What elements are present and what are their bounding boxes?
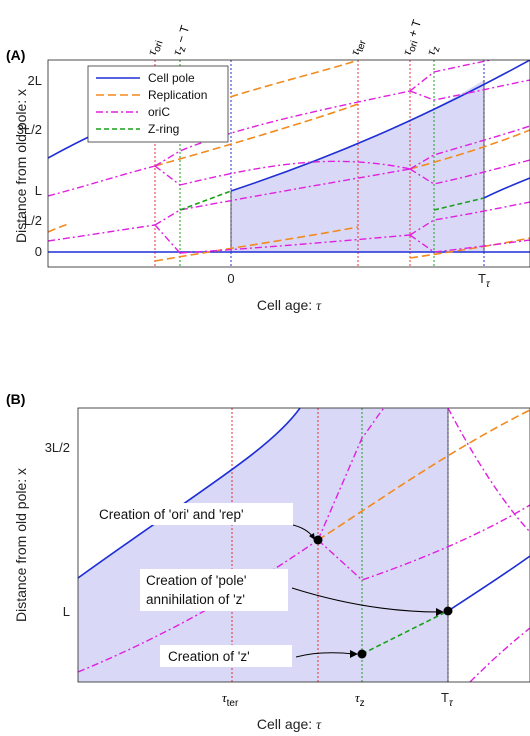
replication-lower (154, 226, 359, 262)
oric-b5 (469, 627, 530, 682)
top-label-tau-z: τz (423, 43, 443, 58)
legend-label-pole: Cell pole (148, 71, 195, 85)
panel-a-x-title: Cell age: τ (257, 297, 322, 314)
replication-mid (154, 103, 359, 167)
oric-a4 (154, 90, 411, 167)
oric-a6 (154, 224, 181, 254)
zring-a1 (179, 190, 232, 211)
oric-b3 (317, 504, 530, 581)
annotation-box-pole (140, 569, 288, 611)
arrowhead-pole (436, 608, 444, 616)
legend-label-replication: Replication (148, 88, 207, 102)
panel-b-y-title: Distance from old pole: x (13, 468, 29, 622)
oric-a11 (409, 234, 530, 253)
arrowhead-ori-rep (309, 533, 315, 540)
oric-a13 (409, 60, 494, 92)
oric-a10 (409, 125, 530, 170)
panel-b-frame (77, 407, 530, 683)
panel-b-x-title: Cell age: τ (257, 716, 322, 733)
x-tick-b-t-tau: Tτ (441, 690, 454, 709)
annotation-z: Creation of 'z' (168, 649, 250, 664)
zring-b (361, 610, 449, 655)
annotation-pole-line1: Creation of 'pole' (146, 573, 246, 588)
annotation-pole-line2: annihilation of 'z' (146, 592, 245, 607)
oric-a3 (179, 160, 411, 186)
panel-a-label: (A) (6, 47, 25, 63)
x-tick-b-tau-z: τz (355, 690, 365, 709)
y-tick-b-3l-half: 3L/2 (45, 440, 70, 455)
oric-a8 (154, 168, 411, 226)
y-tick-l: L (35, 183, 42, 198)
y-tick-2l: 2L (28, 73, 42, 88)
y-tick-l-half: L/2 (24, 213, 42, 228)
legend-label-oric: oriC (148, 105, 170, 119)
panel-a-y-ticks: 0 L/2 L 3L/2 2L (17, 73, 42, 259)
x-tick-b-tau-ter: τter (222, 690, 239, 709)
zring-a2 (433, 197, 485, 211)
legend-label-zring: Z-ring (148, 122, 179, 136)
oric-a12 (409, 201, 530, 236)
oric-a14 (409, 79, 530, 101)
pole-curve-b-left (78, 408, 301, 579)
y-tick-0: 0 (35, 244, 42, 259)
panel-b: (B) (6, 391, 530, 733)
panel-a-y-title: Distance from old pole: x (13, 89, 29, 243)
pole-curve-main (230, 60, 530, 192)
top-label-tau-ori-plus-t: τori + T (399, 17, 428, 58)
arrow-pole (291, 587, 441, 613)
oric-a9 (409, 159, 530, 185)
top-label-tau-ori: τori (144, 37, 166, 58)
replication-right-1 (409, 129, 530, 170)
pole-curve-b-right (447, 555, 530, 612)
event-dot-z (357, 649, 367, 659)
panel-b-annotations: Creation of 'ori' and 'rep' Creation of … (95, 503, 444, 667)
oric-b2 (317, 408, 385, 541)
cell-region-shade-b (78, 408, 448, 682)
annotation-ori-rep: Creation of 'ori' and 'rep' (99, 507, 244, 522)
panel-a: (A) (6, 17, 530, 314)
arrow-z (295, 652, 355, 658)
top-label-tau-z-minus-t: τz − T (169, 23, 196, 58)
oric-b4 (447, 408, 530, 533)
replication-b (317, 409, 530, 541)
panel-a-top-labels: τori τz − T τter τori + T τz (144, 17, 443, 58)
oric-a1 (48, 165, 156, 197)
replication-right-2 (409, 237, 530, 259)
panel-b-label: (B) (6, 391, 25, 407)
annotation-box-ori-rep (95, 503, 293, 525)
oric-a7 (179, 234, 411, 254)
event-dot-pole (443, 606, 453, 616)
x-tick-t-tau: Tτ (478, 271, 491, 290)
panel-a-frame (47, 59, 530, 268)
replication-lower-left (48, 223, 69, 233)
panel-a-legend: Cell pole Replication oriC Z-ring (87, 65, 229, 143)
top-label-tau-ter: τter (347, 36, 369, 58)
pole-curve-right (483, 177, 530, 199)
oric-a2 (154, 165, 181, 186)
x-tick-zero: 0 (227, 271, 234, 286)
annotation-box-z (160, 645, 292, 667)
y-tick-3l-half: 3L/2 (17, 122, 42, 137)
oric-a5 (48, 224, 156, 242)
y-tick-b-l: L (63, 604, 70, 619)
arrowhead-z (350, 650, 358, 658)
event-dot-ori-rep (313, 535, 323, 545)
